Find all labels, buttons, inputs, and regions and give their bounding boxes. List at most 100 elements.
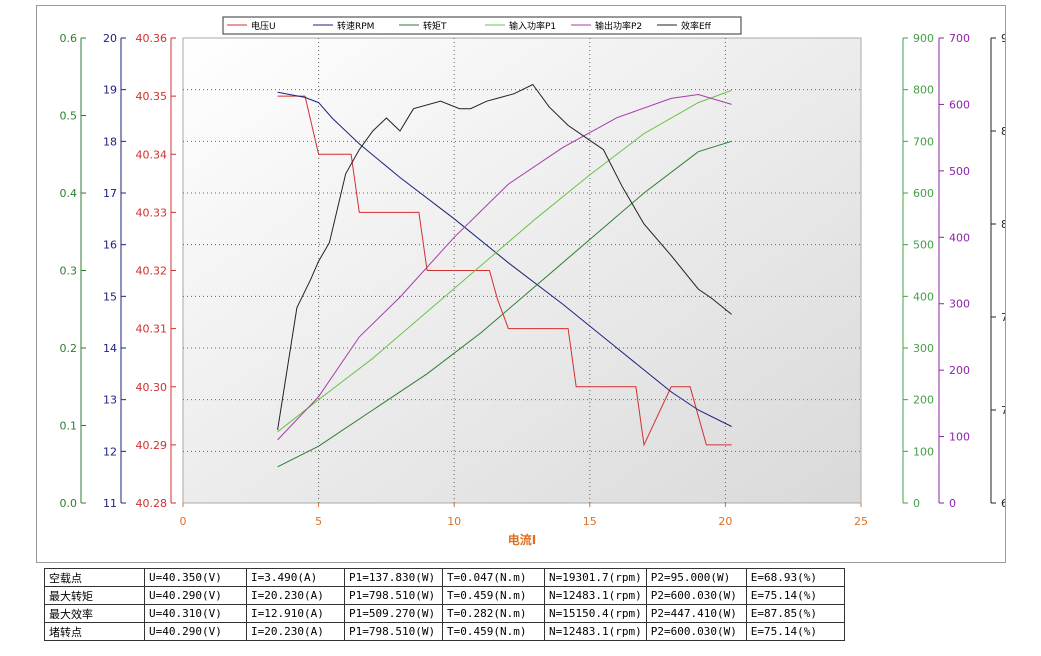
series-line bbox=[277, 140, 732, 468]
table-row: 最大转矩 U=40.290(V) I=20.230(A) P1=798.510(W) T… bbox=[44, 586, 845, 605]
value-cell: P2=600.030(W) bbox=[645, 622, 747, 641]
value-cell: N=15150.4(rpm) bbox=[544, 604, 647, 623]
series-line bbox=[277, 83, 732, 430]
value-cell: T=0.282(N.m) bbox=[442, 604, 545, 623]
row-label-cell: 最大转矩 bbox=[44, 586, 145, 605]
p1-tick-label: 300 bbox=[913, 342, 934, 355]
n-tick-label: 18 bbox=[103, 135, 117, 148]
n-tick-label: 19 bbox=[103, 84, 117, 97]
value-cell: E=75.14(%) bbox=[745, 622, 845, 641]
eff_frac-tick-label: 0.6 bbox=[60, 32, 78, 45]
legend-item-label: 电压U bbox=[251, 20, 276, 32]
value-cell: E=87.85(%) bbox=[745, 604, 845, 623]
plot-area bbox=[182, 37, 862, 504]
p1-tick-label: 700 bbox=[913, 135, 934, 148]
x-tick-label: 0 bbox=[180, 515, 187, 528]
eff_frac-tick-label: 0.3 bbox=[60, 265, 78, 278]
legend-box bbox=[222, 16, 742, 35]
row-label-cell: 空载点 bbox=[44, 568, 145, 587]
e-tick-label: 80 bbox=[1001, 218, 1005, 231]
u-tick-label: 40.28 bbox=[136, 497, 168, 510]
p2-tick-label: 500 bbox=[949, 165, 970, 178]
u-tick-label: 40.30 bbox=[136, 381, 168, 394]
series bbox=[277, 83, 732, 468]
value-cell: I=12.910(A) bbox=[246, 604, 345, 623]
x-tick-label: 20 bbox=[718, 515, 732, 528]
axes: 0.0 0.1 0.2 0.3 0.4 0.5 0.6 11 12 13 14 15 16 17 18 19 2… bbox=[60, 32, 1006, 528]
n-tick-label: 16 bbox=[103, 239, 117, 252]
row-label-cell: 堵转点 bbox=[44, 622, 145, 641]
summary-table: 空载点 U=40.350(V) I=3.490(A) P1=137.830(W) T=0… bbox=[44, 568, 845, 641]
series-line bbox=[277, 95, 732, 447]
p1-tick-label: 100 bbox=[913, 445, 934, 458]
n-tick-label: 15 bbox=[103, 290, 117, 303]
eff_frac-tick-label: 0.4 bbox=[60, 187, 78, 200]
value-cell: P1=798.510(W) bbox=[344, 622, 443, 641]
p1-tick-label: 0 bbox=[913, 497, 920, 510]
legend-item-label: 转矩T bbox=[423, 20, 447, 32]
value-cell: U=40.310(V) bbox=[144, 604, 247, 623]
value-cell: I=3.490(A) bbox=[246, 568, 345, 587]
p2-tick-label: 700 bbox=[949, 32, 970, 45]
e-tick-label: 90 bbox=[1001, 32, 1005, 45]
n-tick-label: 14 bbox=[103, 342, 117, 355]
u-tick-label: 40.33 bbox=[136, 206, 168, 219]
p2-tick-label: 300 bbox=[949, 298, 970, 311]
value-cell: P2=600.030(W) bbox=[645, 586, 747, 605]
legend: 电压U 转速RPM 转矩T 输入功率P1 输出功率P2 效率Eff bbox=[222, 16, 742, 35]
p2-tick-label: 100 bbox=[949, 431, 970, 444]
value-cell: P1=798.510(W) bbox=[344, 586, 443, 605]
series-line bbox=[277, 89, 732, 433]
p2-tick-label: 200 bbox=[949, 364, 970, 377]
legend-item-label: 输出功率P2 bbox=[595, 20, 642, 32]
x-tick-label: 10 bbox=[447, 515, 461, 528]
n-tick-label: 20 bbox=[103, 32, 117, 45]
value-cell: U=40.350(V) bbox=[144, 568, 247, 587]
value-cell: P2=447.410(W) bbox=[645, 604, 747, 623]
e-tick-label: 65 bbox=[1001, 497, 1005, 510]
eff_frac-tick-label: 0.1 bbox=[60, 420, 78, 433]
legend-item-label: 转速RPM bbox=[337, 20, 374, 32]
u-tick-label: 40.29 bbox=[136, 439, 168, 452]
u-tick-label: 40.36 bbox=[136, 32, 168, 45]
p1-tick-label: 800 bbox=[913, 84, 934, 97]
p1-tick-label: 400 bbox=[913, 290, 934, 303]
table-row: 最大效率 U=40.310(V) I=12.910(A) P1=509.270(W) T… bbox=[44, 604, 845, 623]
p2-tick-label: 0 bbox=[949, 497, 956, 510]
legend-item-label: 输入功率P1 bbox=[509, 20, 556, 32]
value-cell: P2=95.000(W) bbox=[645, 568, 747, 587]
p2-tick-label: 400 bbox=[949, 231, 970, 244]
x-tick-label: 25 bbox=[854, 515, 868, 528]
value-cell: T=0.459(N.m) bbox=[442, 586, 545, 605]
value-cell: N=12483.1(rpm) bbox=[544, 622, 647, 641]
value-cell: E=68.93(%) bbox=[745, 568, 845, 587]
row-label-cell: 最大效率 bbox=[44, 604, 145, 623]
u-tick-label: 40.32 bbox=[136, 265, 168, 278]
series-line bbox=[277, 91, 732, 427]
eff_frac-tick-label: 0.5 bbox=[60, 110, 78, 123]
eff_frac-tick-label: 0.2 bbox=[60, 342, 78, 355]
e-tick-label: 85 bbox=[1001, 125, 1005, 138]
e-tick-label: 75 bbox=[1001, 311, 1005, 324]
x-tick-label: 15 bbox=[583, 515, 597, 528]
u-tick-label: 40.31 bbox=[136, 323, 168, 336]
value-cell: P1=509.270(W) bbox=[344, 604, 443, 623]
p1-tick-label: 500 bbox=[913, 239, 934, 252]
table-row: 堵转点 U=40.290(V) I=20.230(A) P1=798.510(W) T=… bbox=[44, 622, 845, 641]
value-cell: T=0.047(N.m) bbox=[442, 568, 545, 587]
legend-item-label: 效率Eff bbox=[681, 20, 712, 32]
value-cell: P1=137.830(W) bbox=[344, 568, 443, 587]
n-tick-label: 13 bbox=[103, 394, 117, 407]
chart-frame: 0.0 0.1 0.2 0.3 0.4 0.5 0.6 11 12 13 14 15 16 17 18 19 2… bbox=[36, 5, 1006, 563]
n-tick-label: 11 bbox=[103, 497, 117, 510]
grid bbox=[183, 38, 861, 503]
u-tick-label: 40.34 bbox=[136, 148, 168, 161]
value-cell: U=40.290(V) bbox=[144, 622, 247, 641]
p2-tick-label: 600 bbox=[949, 98, 970, 111]
value-cell: T=0.459(N.m) bbox=[442, 622, 545, 641]
x-axis-title: 电流I bbox=[508, 532, 536, 547]
value-cell: N=19301.7(rpm) bbox=[544, 568, 647, 587]
value-cell: E=75.14(%) bbox=[745, 586, 845, 605]
n-tick-label: 12 bbox=[103, 445, 117, 458]
value-cell: I=20.230(A) bbox=[246, 622, 345, 641]
